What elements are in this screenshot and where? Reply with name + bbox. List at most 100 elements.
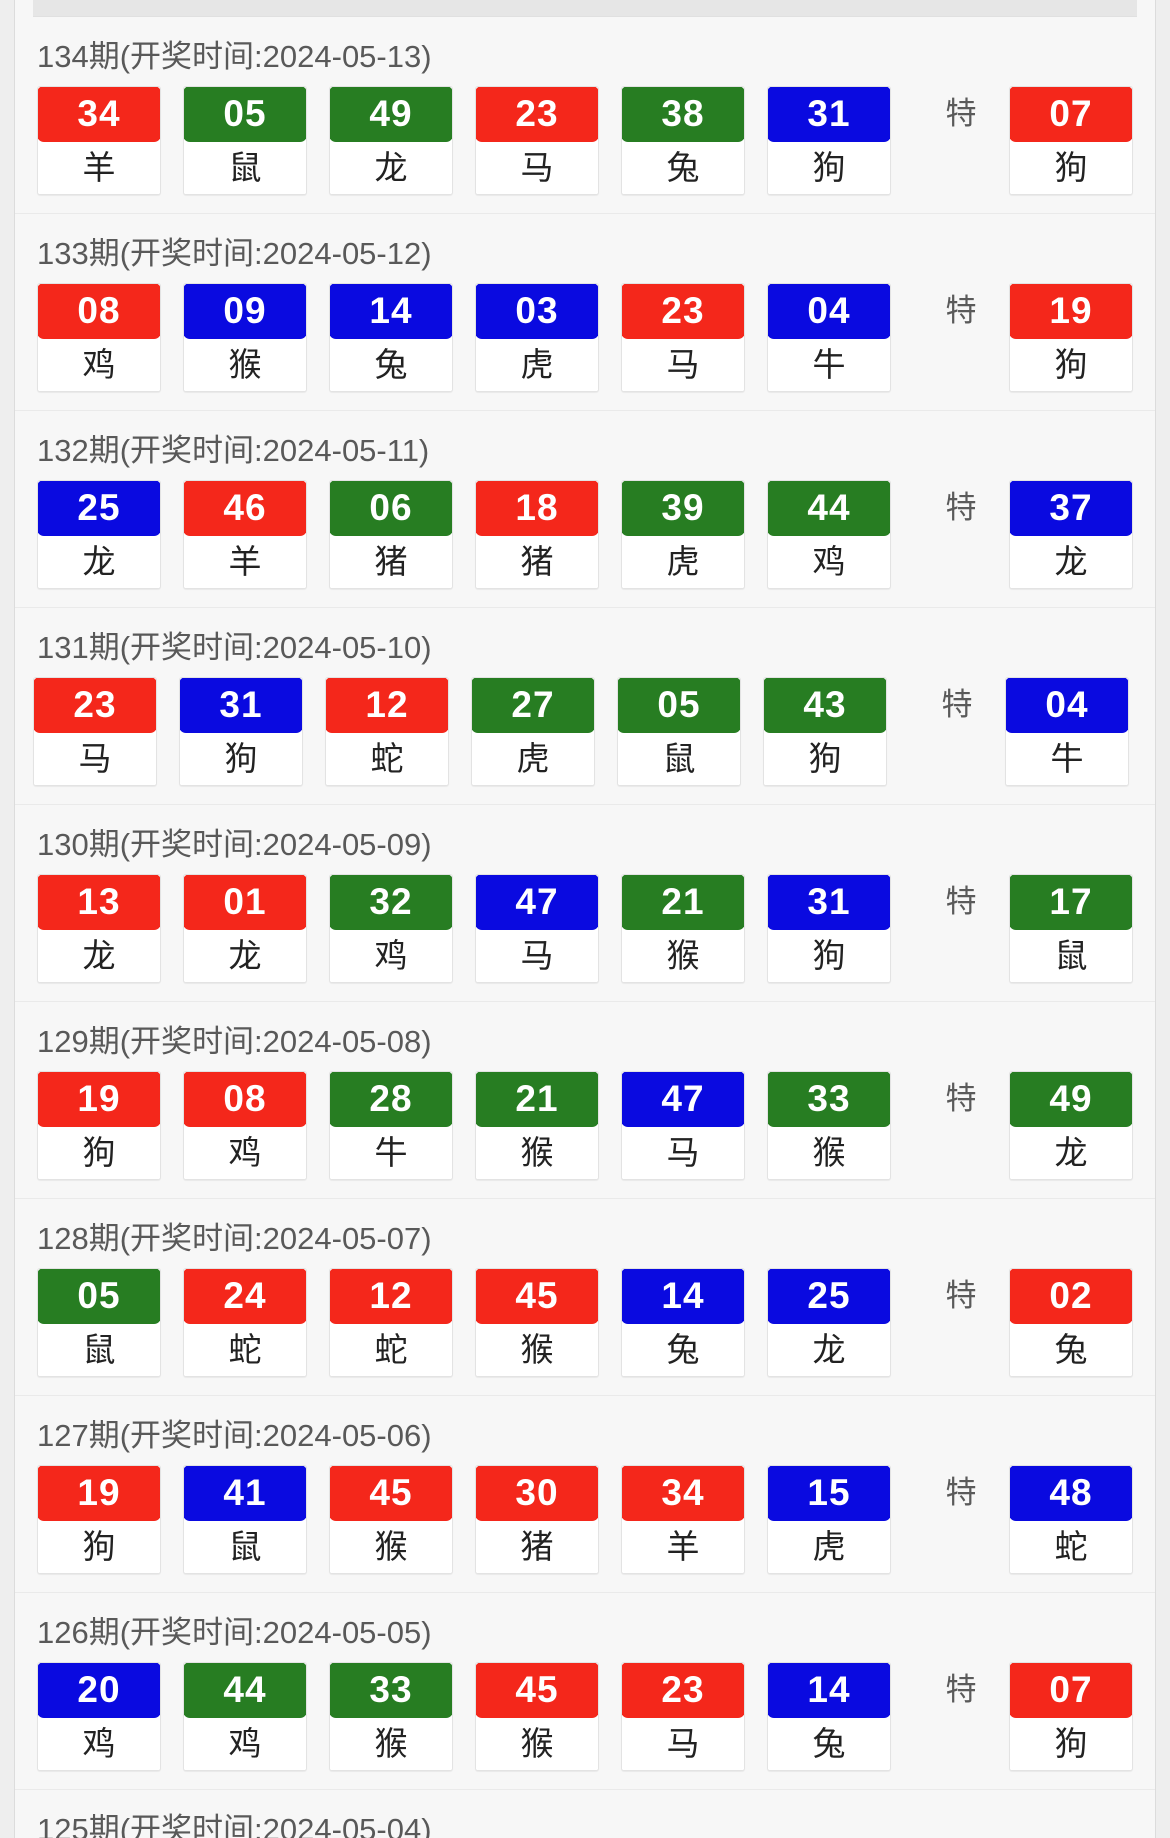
special-ball-cell[interactable]: 49 龙	[1009, 1071, 1133, 1180]
ball-cell[interactable]: 28 牛	[329, 1071, 453, 1180]
ball-cell[interactable]: 33 猴	[329, 1662, 453, 1771]
ball-cell[interactable]: 24 蛇	[183, 1268, 307, 1377]
ball-number: 19	[38, 1072, 160, 1127]
ball-cell[interactable]: 46 羊	[183, 480, 307, 589]
special-ball-cell[interactable]: 19 狗	[1009, 283, 1133, 392]
draw-list: 134期(开奖时间:2024-05-13) 34 羊 05 鼠 49 龙 23 马 38 兔 31 狗特…	[15, 17, 1155, 1838]
ball-zodiac: 鸡	[184, 1718, 306, 1770]
special-ball-zodiac: 牛	[1006, 733, 1128, 785]
ball-cell[interactable]: 34 羊	[621, 1465, 745, 1574]
ball-cell[interactable]: 09 猴	[183, 283, 307, 392]
ball-zodiac: 牛	[768, 339, 890, 391]
ball-cell[interactable]: 19 狗	[37, 1071, 161, 1180]
ball-cell[interactable]: 20 鸡	[37, 1662, 161, 1771]
ball-zodiac: 鼠	[184, 142, 306, 194]
ball-number: 14	[622, 1269, 744, 1324]
ball-cell[interactable]: 31 狗	[767, 86, 891, 195]
ball-zodiac: 猪	[330, 536, 452, 588]
ball-zodiac: 马	[622, 1718, 744, 1770]
ball-cell[interactable]: 18 猪	[475, 480, 599, 589]
special-ball-cell[interactable]: 37 龙	[1009, 480, 1133, 589]
ball-cell[interactable]: 49 龙	[329, 86, 453, 195]
ball-cell[interactable]: 41 鼠	[183, 1465, 307, 1574]
ball-zodiac: 羊	[184, 536, 306, 588]
ball-cell[interactable]: 31 狗	[179, 677, 303, 786]
ball-zodiac: 马	[622, 339, 744, 391]
draw-block: 127期(开奖时间:2024-05-06) 19 狗 41 鼠 45 猴 30 猪 34 羊 15 虎特…	[15, 1396, 1155, 1593]
ball-cell[interactable]: 05 鼠	[183, 86, 307, 195]
ball-cell[interactable]: 47 马	[475, 874, 599, 983]
ball-cell[interactable]: 44 鸡	[767, 480, 891, 589]
ball-cell[interactable]: 01 龙	[183, 874, 307, 983]
ball-zodiac: 蛇	[184, 1324, 306, 1376]
ball-cell[interactable]: 21 猴	[621, 874, 745, 983]
special-ball-number: 02	[1010, 1269, 1132, 1324]
ball-zodiac: 虎	[622, 536, 744, 588]
ball-cell[interactable]: 23 马	[475, 86, 599, 195]
ball-cell[interactable]: 06 猪	[329, 480, 453, 589]
ball-number: 47	[622, 1072, 744, 1127]
ball-number: 45	[330, 1466, 452, 1521]
ball-number: 12	[326, 678, 448, 733]
ball-cell[interactable]: 34 羊	[37, 86, 161, 195]
ball-cell[interactable]: 32 鸡	[329, 874, 453, 983]
ball-zodiac: 马	[476, 930, 598, 982]
ball-cell[interactable]: 23 马	[621, 283, 745, 392]
ball-cell[interactable]: 23 马	[621, 1662, 745, 1771]
ball-cell[interactable]: 27 虎	[471, 677, 595, 786]
ball-number: 15	[768, 1466, 890, 1521]
special-ball-cell[interactable]: 02 兔	[1009, 1268, 1133, 1377]
ball-cell[interactable]: 39 虎	[621, 480, 745, 589]
ball-cell[interactable]: 45 猴	[329, 1465, 453, 1574]
special-ball-cell[interactable]: 07 狗	[1009, 1662, 1133, 1771]
ball-cell[interactable]: 13 龙	[37, 874, 161, 983]
ball-cell[interactable]: 45 猴	[475, 1268, 599, 1377]
ball-zodiac: 猴	[184, 339, 306, 391]
special-ball-cell[interactable]: 04 牛	[1005, 677, 1129, 786]
ball-zodiac: 龙	[184, 930, 306, 982]
ball-cell[interactable]: 14 兔	[329, 283, 453, 392]
ball-cell[interactable]: 33 猴	[767, 1071, 891, 1180]
ball-cell[interactable]: 03 虎	[475, 283, 599, 392]
ball-cell[interactable]: 47 马	[621, 1071, 745, 1180]
special-ball-cell[interactable]: 17 鼠	[1009, 874, 1133, 983]
ball-cell[interactable]: 14 兔	[621, 1268, 745, 1377]
ball-cell[interactable]: 14 兔	[767, 1662, 891, 1771]
special-ball-zodiac: 狗	[1010, 142, 1132, 194]
ball-zodiac: 虎	[472, 733, 594, 785]
ball-cell[interactable]: 23 马	[33, 677, 157, 786]
ball-zodiac: 猪	[476, 1521, 598, 1573]
ball-cell[interactable]: 19 狗	[37, 1465, 161, 1574]
ball-zodiac: 鸡	[768, 536, 890, 588]
ball-zodiac: 狗	[38, 1521, 160, 1573]
ball-cell[interactable]: 43 狗	[763, 677, 887, 786]
ball-cell[interactable]: 04 牛	[767, 283, 891, 392]
ball-cell[interactable]: 15 虎	[767, 1465, 891, 1574]
ball-zodiac: 鸡	[330, 930, 452, 982]
ball-cell[interactable]: 21 猴	[475, 1071, 599, 1180]
ball-cell[interactable]: 31 狗	[767, 874, 891, 983]
ball-zodiac: 猴	[476, 1718, 598, 1770]
special-ball-cell[interactable]: 07 狗	[1009, 86, 1133, 195]
ball-cell[interactable]: 25 龙	[767, 1268, 891, 1377]
ball-number: 05	[618, 678, 740, 733]
ball-cell[interactable]: 12 蛇	[325, 677, 449, 786]
ball-cell[interactable]: 08 鸡	[183, 1071, 307, 1180]
special-marker-label: 特	[945, 96, 977, 131]
draw-balls-row: 19 狗 08 鸡 28 牛 21 猴 47 马 33 猴特 49 龙	[15, 1071, 1155, 1198]
ball-cell[interactable]: 25 龙	[37, 480, 161, 589]
ball-number: 14	[330, 284, 452, 339]
ball-cell[interactable]: 44 鸡	[183, 1662, 307, 1771]
ball-cell[interactable]: 05 鼠	[617, 677, 741, 786]
ball-cell[interactable]: 05 鼠	[37, 1268, 161, 1377]
special-marker-label: 特	[941, 687, 973, 722]
ball-cell[interactable]: 30 猪	[475, 1465, 599, 1574]
ball-cell[interactable]: 45 猴	[475, 1662, 599, 1771]
ball-cell[interactable]: 08 鸡	[37, 283, 161, 392]
ball-number: 23	[34, 678, 156, 733]
special-ball-cell[interactable]: 48 蛇	[1009, 1465, 1133, 1574]
ball-cell[interactable]: 38 兔	[621, 86, 745, 195]
ball-cell[interactable]: 12 蛇	[329, 1268, 453, 1377]
special-ball-number: 37	[1010, 481, 1132, 536]
